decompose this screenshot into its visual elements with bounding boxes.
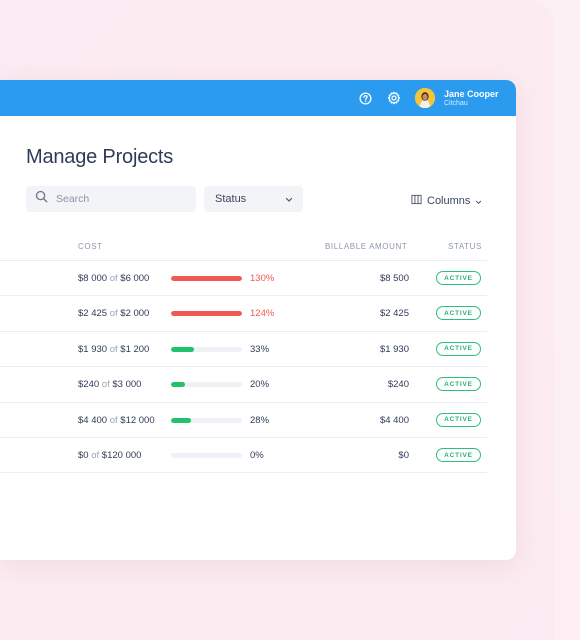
columns-icon xyxy=(411,192,422,210)
cost-spent: $1 930 xyxy=(78,343,108,355)
search-icon xyxy=(35,190,48,208)
budget-progress-bar xyxy=(171,382,242,388)
table-row[interactable]: $1 930 of $1 200 33% $1 930 ACTIVE xyxy=(0,330,487,366)
table-row[interactable]: $2 425 of $2 000 124% $2 425 ACTIVE xyxy=(0,295,487,330)
table-divider xyxy=(0,472,487,474)
table-row[interactable]: $4 400 of $12 000 28% $4 400 ACTIVE xyxy=(0,401,487,437)
billable-amount: $2 425 xyxy=(379,308,409,320)
chevron-down-icon xyxy=(475,192,482,210)
cost-of: of xyxy=(109,343,118,355)
status-badge: ACTIVE xyxy=(436,271,481,285)
budget-progress-bar xyxy=(171,276,242,281)
cost-budget: $3 000 xyxy=(112,379,142,391)
cost-budget: $12 000 xyxy=(120,414,155,426)
search-input[interactable] xyxy=(56,193,176,205)
table-row[interactable]: $0 of $120 000 0% $0 ACTIVE xyxy=(0,437,487,472)
cost-budget: $1 200 xyxy=(120,343,150,355)
budget-percent: 20% xyxy=(250,379,270,391)
cost-budget: $6 000 xyxy=(120,273,150,284)
columns-button[interactable]: Columns xyxy=(411,192,482,210)
budget-percent: 33% xyxy=(250,343,270,355)
avatar[interactable] xyxy=(415,88,435,108)
cost-of: of xyxy=(109,414,118,426)
app-window: Jane Cooper Citchau Manage Projects Stat… xyxy=(0,80,516,560)
billable-amount: $240 xyxy=(387,379,409,391)
column-header-status[interactable]: STATUS xyxy=(448,242,482,251)
budget-progress-bar xyxy=(171,417,242,423)
budget-progress-fill xyxy=(171,311,242,317)
budget-progress-bar xyxy=(171,311,242,317)
search-box[interactable] xyxy=(26,186,196,212)
status-filter-label: Status xyxy=(215,193,247,205)
cost-cell: $8 000 of $6 000 xyxy=(78,273,149,284)
billable-amount: $4 400 xyxy=(379,414,409,426)
gear-icon[interactable] xyxy=(386,90,402,106)
page-title: Manage Projects xyxy=(26,146,174,168)
status-filter-select[interactable]: Status xyxy=(204,186,303,212)
status-badge: ACTIVE xyxy=(436,341,481,356)
budget-percent: 130% xyxy=(250,273,275,284)
cost-cell: $240 of $3 000 xyxy=(78,379,141,390)
cost-cell: $4 400 of $12 000 xyxy=(78,415,155,426)
cost-cell: $1 930 of $1 200 xyxy=(78,344,149,355)
billable-amount: $0 xyxy=(398,450,409,461)
budget-percent: 0% xyxy=(250,450,264,461)
cost-budget: $2 000 xyxy=(120,308,150,320)
column-header-cost[interactable]: COST xyxy=(78,242,103,251)
cost-of: of xyxy=(109,308,118,320)
help-circle-icon[interactable] xyxy=(357,90,373,106)
top-bar: Jane Cooper Citchau xyxy=(0,80,516,116)
cost-spent: $4 400 xyxy=(78,414,108,426)
column-header-billable-amount[interactable]: BILLABLE AMOUNT xyxy=(325,242,408,251)
budget-progress-bar xyxy=(171,453,242,458)
table-row[interactable]: $240 of $3 000 20% $240 ACTIVE xyxy=(0,366,487,401)
cost-spent: $2 425 xyxy=(78,308,108,320)
user-organization: Citchau xyxy=(444,100,468,107)
cost-spent: $8 000 xyxy=(78,273,108,284)
cost-of: of xyxy=(101,379,110,391)
billable-amount: $8 500 xyxy=(379,273,409,284)
status-badge: ACTIVE xyxy=(436,377,481,392)
budget-progress-fill xyxy=(171,417,191,423)
cost-of: of xyxy=(109,273,118,284)
budget-progress-fill xyxy=(171,276,242,281)
cost-spent: $0 xyxy=(78,450,89,461)
budget-progress-fill xyxy=(171,382,186,388)
status-badge: ACTIVE xyxy=(436,448,481,462)
cost-cell: $0 of $120 000 xyxy=(78,450,141,461)
status-badge: ACTIVE xyxy=(436,412,481,427)
chevron-down-icon xyxy=(285,190,293,208)
table-row[interactable]: $8 000 of $6 000 130% $8 500 ACTIVE xyxy=(0,260,487,295)
status-badge: ACTIVE xyxy=(436,306,481,321)
budget-progress-bar xyxy=(171,346,242,352)
cost-cell: $2 425 of $2 000 xyxy=(78,308,149,319)
budget-percent: 124% xyxy=(250,308,275,320)
billable-amount: $1 930 xyxy=(379,343,409,355)
budget-progress-fill xyxy=(171,346,195,352)
columns-label: Columns xyxy=(427,195,471,207)
user-name[interactable]: Jane Cooper xyxy=(444,89,499,99)
cost-budget: $120 000 xyxy=(101,450,142,461)
cost-spent: $240 xyxy=(78,379,100,391)
budget-percent: 28% xyxy=(250,414,270,426)
cost-of: of xyxy=(91,450,100,461)
